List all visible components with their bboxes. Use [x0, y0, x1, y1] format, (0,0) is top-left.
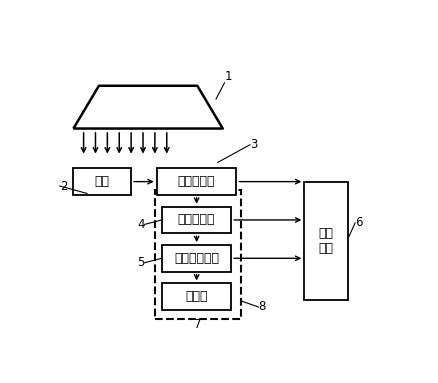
Text: 探针: 探针: [95, 175, 110, 188]
Text: 数据处理器: 数据处理器: [178, 213, 215, 226]
Text: 2: 2: [60, 180, 67, 193]
Text: 6: 6: [355, 216, 363, 229]
Bar: [162, 245, 231, 272]
Text: 5: 5: [138, 256, 145, 269]
Bar: [74, 169, 131, 195]
Bar: [162, 283, 231, 310]
Bar: [162, 207, 231, 233]
Text: 8: 8: [258, 300, 266, 313]
Bar: [155, 190, 241, 319]
Text: 1: 1: [224, 70, 232, 83]
Text: 显示器: 显示器: [185, 290, 208, 303]
Text: 4: 4: [137, 218, 145, 231]
Text: 供电
模块: 供电 模块: [319, 227, 334, 255]
Text: 7: 7: [194, 318, 202, 331]
Text: 风速采集器: 风速采集器: [178, 175, 215, 188]
Text: 扩散角计算器: 扩散角计算器: [174, 252, 219, 265]
Text: 3: 3: [250, 138, 257, 151]
Bar: [156, 169, 237, 195]
Bar: [304, 182, 348, 300]
